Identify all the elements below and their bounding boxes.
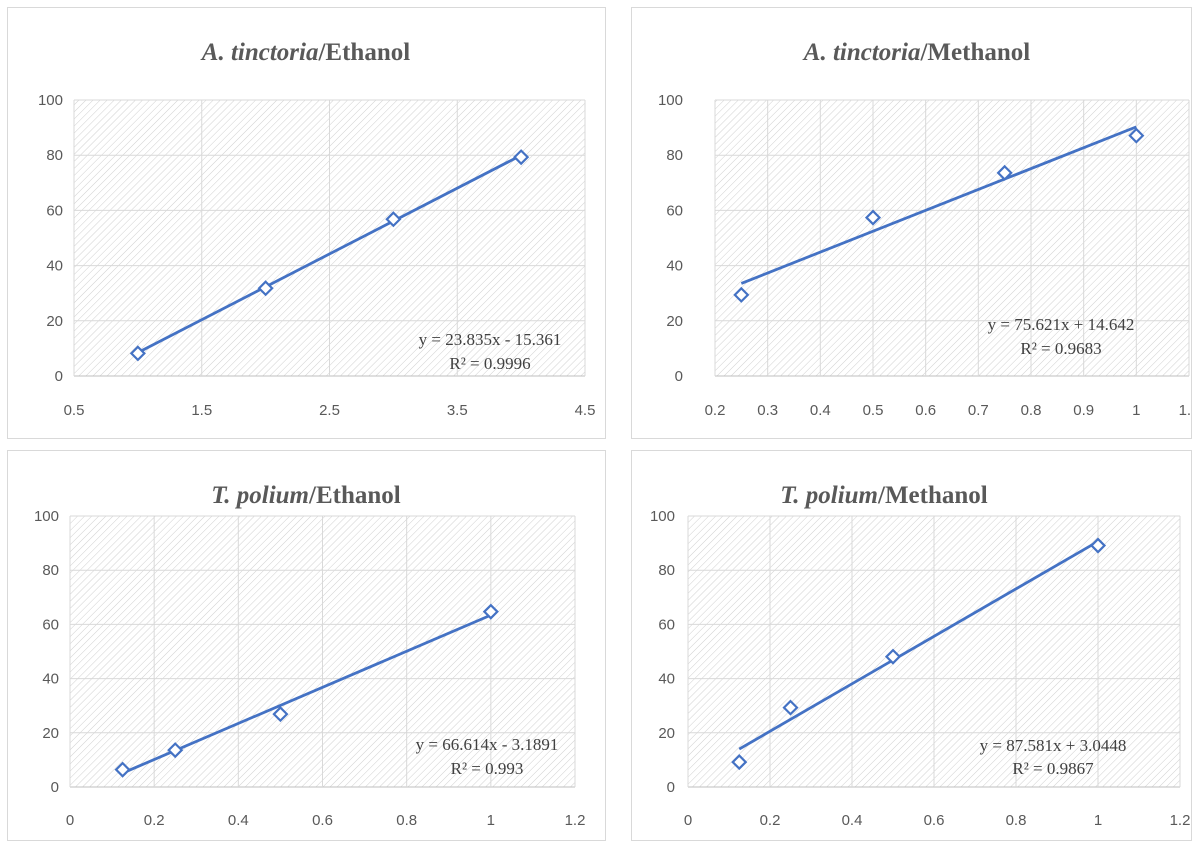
data-point — [1128, 127, 1145, 144]
trendline — [740, 125, 1137, 285]
x-tick-label: 0.7 — [968, 402, 989, 419]
data-point — [129, 345, 146, 362]
data-point — [1089, 537, 1107, 554]
y-tick-label: 0 — [667, 779, 675, 796]
trendline-equation: y = 87.581x + 3.0448 — [980, 736, 1127, 755]
x-tick-label: 0.4 — [228, 812, 249, 829]
x-tick-label: 1.1 — [1179, 402, 1191, 419]
data-point — [167, 742, 184, 759]
trendline — [738, 540, 1099, 751]
x-tick-label: 0.9 — [1073, 402, 1094, 419]
chart-a-tinctoria-ethanol: A. tinctoria/Ethanol 0 20 40 60 80 100 0.5 1.5 2… — [38, 39, 596, 419]
data-point — [257, 280, 274, 297]
y-tick-label: 20 — [658, 725, 675, 742]
r-squared-label: R² = 0.9867 — [1012, 759, 1094, 778]
x-tick-label: 0.4 — [842, 812, 863, 829]
x-tick-label: 0.8 — [396, 812, 417, 829]
x-tick-label: 3.5 — [447, 402, 468, 419]
y-tick-label: 40 — [658, 671, 675, 688]
x-tick-label: 0 — [684, 812, 692, 829]
x-tick-label: 1.5 — [191, 402, 212, 419]
y-tick-label: 0 — [55, 368, 63, 385]
x-tick-label: 0.6 — [924, 812, 945, 829]
x-tick-label: 0.5 — [64, 402, 85, 419]
data-point — [733, 286, 750, 303]
r-squared-label: R² = 0.9683 — [1020, 339, 1101, 358]
data-point — [782, 699, 799, 716]
data-point — [731, 754, 748, 771]
y-tick-label: 0 — [51, 779, 59, 796]
chart-title: A. tinctoria/Methanol — [802, 39, 1030, 66]
data-point — [864, 209, 882, 226]
data-point — [513, 149, 530, 166]
y-tick-label: 20 — [666, 313, 683, 330]
data-point — [884, 648, 902, 665]
y-tick-label: 40 — [42, 671, 59, 688]
data-point — [482, 603, 499, 620]
chart-t-polium-methanol: T. polium/Methanol 0 20 40 60 80 100 0 0.2 0.4 0.… — [650, 482, 1191, 829]
chart-a-tinctoria-methanol: A. tinctoria/Methanol 0 20 40 60 80 100 0.2 0.3… — [658, 39, 1191, 419]
x-tick-label: 0.3 — [757, 402, 778, 419]
trendline-equation: y = 66.614x - 3.1891 — [416, 735, 559, 754]
chart-panel-a-tinctoria-ethanol: A. tinctoria/Ethanol 0 20 40 60 80 100 0.5 1.5 2… — [7, 7, 606, 439]
x-tick-label: 0.2 — [144, 812, 165, 829]
chart-title: T. polium/Methanol — [780, 482, 987, 509]
y-tick-label: 60 — [666, 202, 683, 219]
r-squared-label: R² = 0.9996 — [449, 354, 530, 373]
y-tick-label: 80 — [42, 562, 59, 579]
x-tick-label: 1 — [487, 812, 495, 829]
trendline-equation: y = 75.621x + 14.642 — [988, 315, 1135, 334]
x-tick-label: 0.5 — [863, 402, 884, 419]
x-tick-label: 1 — [1132, 402, 1140, 419]
y-tick-label: 40 — [666, 258, 683, 275]
plot-area — [715, 100, 1189, 376]
x-tick-label: 4.5 — [575, 402, 596, 419]
x-tick-label: 0.6 — [915, 402, 936, 419]
chart-t-polium-ethanol: T. polium/Ethanol 0 20 40 60 80 100 0 0.2 0.4 0.6… — [34, 482, 586, 829]
x-tick-label: 1.2 — [565, 812, 586, 829]
x-tick-label: 0.2 — [705, 402, 726, 419]
x-tick-label: 0.8 — [1021, 402, 1042, 419]
y-tick-label: 0 — [675, 368, 683, 385]
x-tick-label: 0.8 — [1006, 812, 1027, 829]
trendline-equation: y = 23.835x - 15.361 — [419, 330, 562, 349]
chart-title: T. polium/Ethanol — [211, 482, 400, 509]
r-squared-label: R² = 0.993 — [451, 759, 524, 778]
y-tick-label: 100 — [658, 92, 683, 109]
y-tick-label: 40 — [46, 258, 63, 275]
y-tick-label: 80 — [46, 147, 63, 164]
chart-panel-a-tinctoria-methanol: A. tinctoria/Methanol 0 20 40 60 80 100 0.2 0.3… — [631, 7, 1192, 439]
x-tick-label: 1 — [1094, 812, 1102, 829]
x-tick-label: 0.6 — [312, 812, 333, 829]
y-tick-label: 80 — [666, 147, 683, 164]
y-tick-label: 100 — [34, 508, 59, 525]
x-tick-label: 0.2 — [760, 812, 781, 829]
y-tick-label: 80 — [658, 562, 675, 579]
y-tick-label: 20 — [42, 725, 59, 742]
chart-title: A. tinctoria/Ethanol — [200, 39, 410, 66]
trendline — [122, 613, 492, 775]
data-point — [385, 211, 402, 228]
trendline — [137, 154, 522, 354]
y-tick-label: 100 — [650, 508, 675, 525]
data-point — [272, 706, 289, 723]
y-tick-label: 60 — [658, 616, 675, 633]
data-point — [996, 164, 1013, 181]
x-tick-label: 0.4 — [810, 402, 831, 419]
chart-panel-t-polium-ethanol: T. polium/Ethanol 0 20 40 60 80 100 0 0.2 0.4 0.6… — [7, 450, 606, 841]
y-tick-label: 100 — [38, 92, 63, 109]
x-tick-label: 2.5 — [319, 402, 340, 419]
y-tick-label: 60 — [42, 616, 59, 633]
chart-panel-t-polium-methanol: T. polium/Methanol 0 20 40 60 80 100 0 0.2 0.4 0.… — [631, 450, 1192, 841]
y-tick-label: 20 — [46, 313, 63, 330]
y-tick-label: 60 — [46, 202, 63, 219]
data-point — [114, 761, 131, 778]
x-tick-label: 0 — [66, 812, 74, 829]
x-tick-label: 1.2 — [1170, 812, 1191, 829]
